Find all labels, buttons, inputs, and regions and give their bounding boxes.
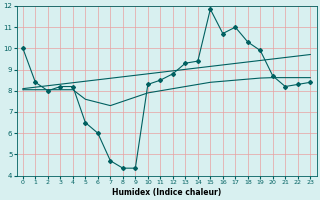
X-axis label: Humidex (Indice chaleur): Humidex (Indice chaleur) — [112, 188, 221, 197]
